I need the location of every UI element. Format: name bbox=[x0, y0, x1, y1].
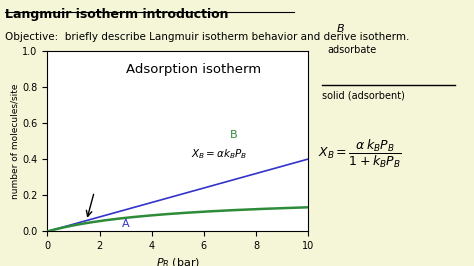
Text: Langmuir isotherm introduction: Langmuir isotherm introduction bbox=[5, 8, 228, 21]
Text: Adsorption isotherm: Adsorption isotherm bbox=[126, 63, 261, 76]
X-axis label: $P_B$ (bar): $P_B$ (bar) bbox=[155, 257, 200, 266]
Text: A: A bbox=[122, 219, 129, 229]
Text: adsorbate: adsorbate bbox=[327, 45, 376, 55]
Text: solid (adsorbent): solid (adsorbent) bbox=[322, 90, 405, 101]
Text: $X_B = \dfrac{\alpha\, k_B P_B}{1 + k_B P_B}$: $X_B = \dfrac{\alpha\, k_B P_B}{1 + k_B … bbox=[318, 138, 401, 170]
Text: B: B bbox=[337, 24, 344, 34]
Text: Objective:  briefly describe Langmuir isotherm behavior and derive isotherm.: Objective: briefly describe Langmuir iso… bbox=[5, 32, 409, 42]
Text: $X_B = \alpha k_B P_B$: $X_B = \alpha k_B P_B$ bbox=[191, 147, 247, 161]
Y-axis label: number of molecules/site: number of molecules/site bbox=[10, 83, 19, 199]
Text: B: B bbox=[230, 130, 237, 140]
